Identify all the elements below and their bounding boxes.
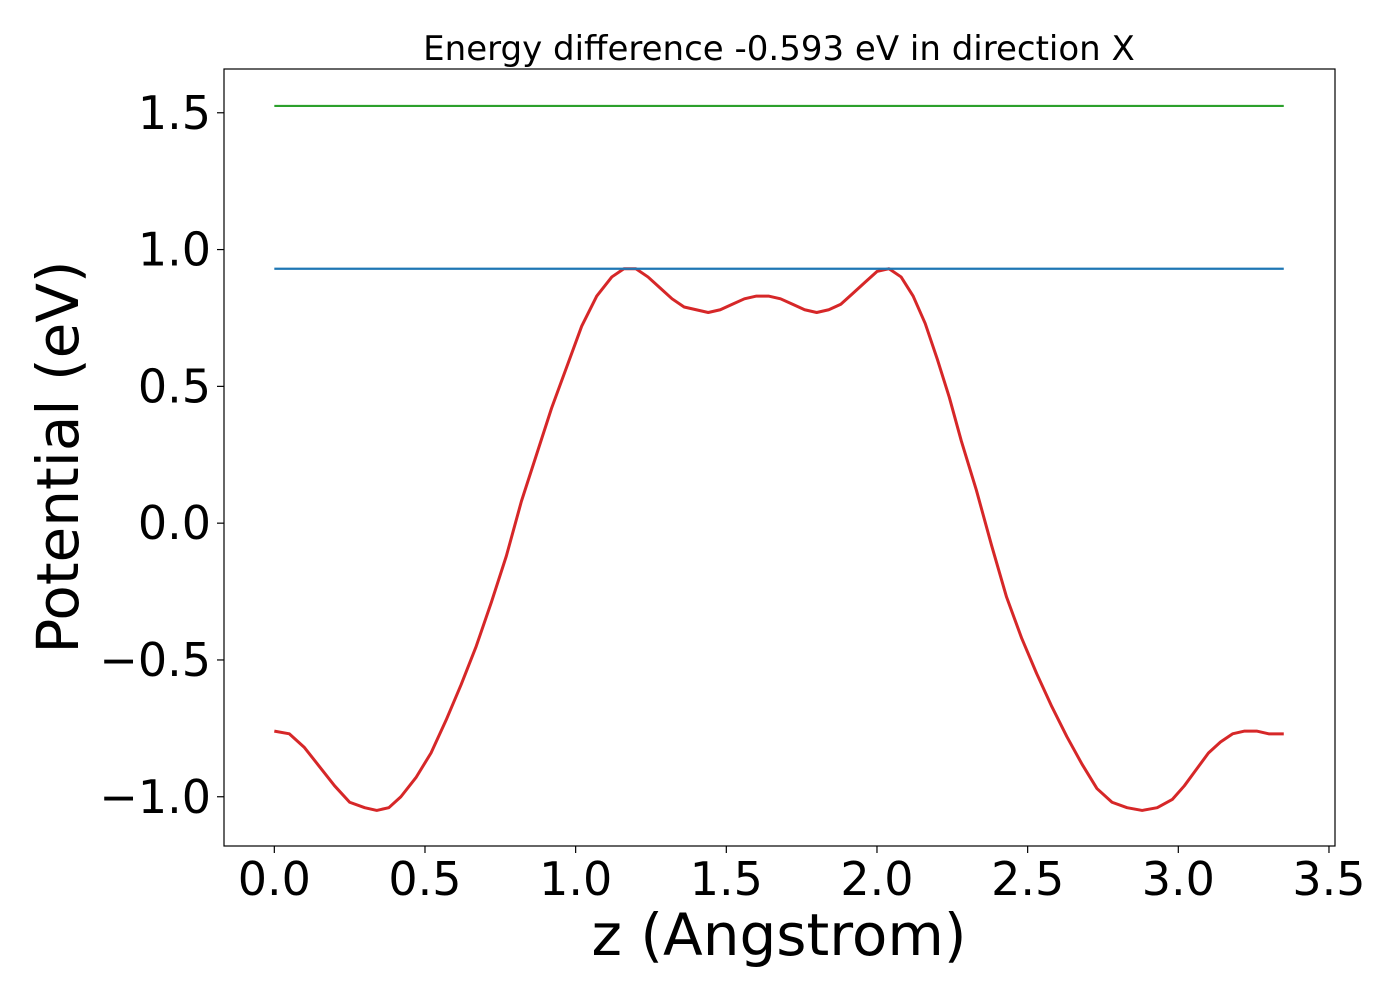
x-tick-label: 3.0 <box>1142 852 1215 906</box>
x-tick-label: 0.0 <box>238 852 311 906</box>
y-axis-ticks: −1.0 −0.5 0.0 0.5 1.0 1.5 <box>99 86 224 824</box>
x-tick-label: 1.5 <box>690 852 763 906</box>
y-tick-label: 0.0 <box>138 496 211 550</box>
series-line-1 <box>274 267 1284 812</box>
plot-area-frame <box>223 68 1336 847</box>
y-tick-label: −0.5 <box>99 633 211 687</box>
x-tick-label: 1.0 <box>539 852 612 906</box>
y-tick-label: 1.0 <box>138 223 211 277</box>
x-axis-label: z (Angstrom) <box>592 901 967 969</box>
y-axis-label: Potential (eV) <box>24 260 92 653</box>
x-tick-label: 3.5 <box>1292 852 1365 906</box>
x-axis-ticks: 0.0 0.5 1.0 1.5 2.0 2.5 3.0 3.5 <box>238 846 1366 906</box>
y-tick-label: 1.5 <box>138 86 211 140</box>
series-layer <box>274 104 1284 812</box>
x-tick-label: 2.5 <box>991 852 1064 906</box>
chart-title: Energy difference -0.593 eV in direction… <box>423 29 1135 69</box>
y-tick-label: −1.0 <box>99 770 211 824</box>
x-tick-label: 0.5 <box>388 852 461 906</box>
x-tick-label: 2.0 <box>840 852 913 906</box>
y-tick-label: 0.5 <box>138 359 211 413</box>
